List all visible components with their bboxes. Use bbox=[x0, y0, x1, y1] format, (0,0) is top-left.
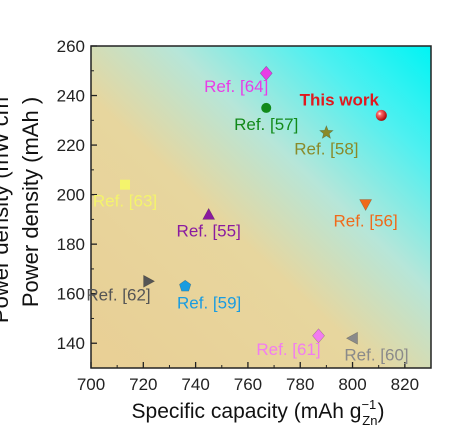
data-point bbox=[345, 331, 358, 345]
y-tick-label: 200 bbox=[57, 186, 85, 205]
x-axis-label: Specific capacity (mAh g−1 Zn) bbox=[132, 397, 385, 428]
data-point bbox=[202, 207, 216, 220]
point-label: Ref. [56] bbox=[333, 212, 397, 231]
plot-frame bbox=[90, 45, 432, 369]
data-point bbox=[375, 109, 387, 121]
y-tick-label: 240 bbox=[57, 87, 85, 106]
x-axis-label-sup: −1 bbox=[361, 397, 376, 412]
x-tick-label: 720 bbox=[129, 375, 157, 394]
plot-background bbox=[91, 46, 431, 368]
data-point bbox=[259, 65, 273, 81]
point-group: Ref. [56] bbox=[333, 199, 398, 231]
x-tick-label: 780 bbox=[286, 375, 314, 394]
x-axis-label-sub: Zn bbox=[362, 413, 377, 428]
point-group: Ref. [61] bbox=[256, 328, 325, 359]
x-tick-label: 820 bbox=[391, 375, 419, 394]
x-tick-label: 700 bbox=[77, 375, 105, 394]
x-axis-label-close: ) bbox=[377, 400, 384, 423]
y-axis-label-cut: Power density (mW cm bbox=[0, 97, 13, 323]
point-label: Ref. [55] bbox=[177, 221, 241, 240]
point-group: Ref. [64] bbox=[204, 65, 273, 96]
point-label: Ref. [60] bbox=[344, 345, 408, 364]
point-label: Ref. [63] bbox=[93, 192, 157, 211]
point-label: Ref. [62] bbox=[86, 285, 150, 304]
point-label: Ref. [61] bbox=[256, 340, 320, 359]
data-point bbox=[261, 102, 272, 113]
data-point bbox=[359, 199, 373, 212]
point-label: Ref. [59] bbox=[177, 293, 241, 312]
data-point bbox=[179, 279, 192, 292]
point-label: This work bbox=[300, 90, 380, 109]
point-group: Ref. [59] bbox=[177, 279, 241, 312]
point-group: Ref. [58] bbox=[294, 124, 359, 159]
x-tick-label: 740 bbox=[181, 375, 209, 394]
x-tick-label: 760 bbox=[234, 375, 262, 394]
point-label: Ref. [64] bbox=[204, 77, 268, 96]
point-group: Ref. [62] bbox=[86, 274, 156, 304]
point-group: This work bbox=[300, 90, 387, 121]
axes: 700 720 740 760 780 800 820 140 160 180 200 220 240 2… bbox=[57, 37, 432, 394]
y-tick-label: 220 bbox=[57, 136, 85, 155]
y-tick-label: 180 bbox=[57, 235, 85, 254]
y-axis-label: Power density (mAh ) bbox=[18, 97, 43, 307]
data-points: This work Ref. [64] Ref. [57] Ref. [58] Ref.… bbox=[86, 65, 409, 364]
point-group: Ref. [60] bbox=[344, 331, 409, 364]
x-axis-label-main: Specific capacity (mAh g bbox=[132, 400, 362, 423]
data-point bbox=[143, 274, 156, 288]
data-point bbox=[318, 124, 334, 140]
data-point bbox=[312, 328, 325, 344]
point-group: Ref. [57] bbox=[234, 102, 298, 134]
y-tick-label: 260 bbox=[57, 37, 85, 56]
y-tick-label: 160 bbox=[57, 285, 85, 304]
point-group: Ref. [55] bbox=[177, 207, 241, 240]
data-point bbox=[120, 179, 130, 190]
y-tick-label: 140 bbox=[57, 334, 85, 353]
point-label: Ref. [57] bbox=[234, 115, 298, 134]
x-tick-label: 800 bbox=[338, 375, 366, 394]
point-label: Ref. [58] bbox=[294, 140, 358, 159]
point-group: Ref. [63] bbox=[93, 179, 157, 211]
